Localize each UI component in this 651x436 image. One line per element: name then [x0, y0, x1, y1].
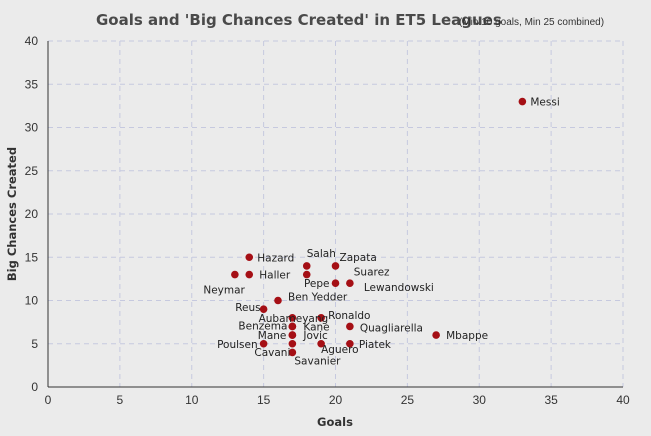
point-label: Reus	[235, 302, 260, 314]
x-tick-label: 40	[616, 393, 630, 407]
chart-title: Goals and 'Big Chances Created' in ET5 L…	[96, 11, 502, 29]
y-axis-label: Big Chances Created	[5, 147, 19, 281]
point-label: Mbappe	[446, 330, 488, 342]
y-tick-label: 10	[25, 294, 39, 308]
data-point	[245, 270, 254, 279]
data-point	[288, 331, 297, 339]
y-tick-label: 30	[25, 121, 39, 135]
x-tick-label: 25	[401, 393, 415, 407]
data-point	[288, 322, 297, 331]
point-label: Pepe	[304, 278, 330, 290]
point-label: Quagliarella	[360, 322, 423, 334]
data-point	[317, 314, 325, 322]
data-point	[302, 262, 311, 270]
data-point	[259, 305, 268, 313]
point-label: Mane	[258, 330, 287, 342]
data-point	[259, 339, 268, 348]
point-label: Hazard	[257, 252, 294, 264]
point-label: Aguero	[321, 344, 358, 356]
y-tick-label: 20	[25, 207, 39, 221]
y-tick-label: 40	[25, 34, 39, 48]
data-point	[288, 314, 297, 322]
point-label: Jovic	[302, 330, 328, 342]
x-tick-label: 30	[473, 393, 487, 407]
x-tick-label: 10	[185, 393, 199, 407]
axes: 0 5 10 15 20 25 30 35 40 0 5 10 15 20 25 30 35 40	[25, 34, 630, 407]
point-label: Salah	[307, 248, 336, 260]
data-point	[432, 331, 440, 339]
x-tick-label: 15	[257, 393, 271, 407]
chart-subtitle: (Min 10 goals, Min 25 combined)	[459, 17, 604, 28]
data-points	[231, 97, 527, 357]
y-tick-label: 35	[25, 77, 39, 91]
data-point	[346, 322, 354, 331]
data-point	[274, 296, 282, 305]
y-tick-label: 0	[31, 380, 38, 394]
x-tick-label: 5	[117, 393, 124, 407]
x-axis-label: Goals	[317, 415, 353, 429]
point-label: Benzema	[238, 320, 287, 332]
x-tick-label: 35	[544, 393, 558, 407]
point-label: Savanier	[294, 355, 341, 367]
data-point	[346, 279, 354, 288]
point-label: Messi	[530, 97, 559, 109]
point-label: Ben Yedder	[288, 292, 348, 304]
point-label: Piatek	[359, 339, 392, 351]
y-tick-label: 25	[25, 164, 39, 178]
point-label: Ronaldo	[328, 310, 370, 322]
point-label: Poulsen	[217, 339, 258, 351]
point-labels: Messi Hazard Salah Zapata Haller Neymar Pepe Su…	[203, 97, 559, 368]
point-label: Zapata	[340, 252, 377, 264]
point-label: Lewandowski	[364, 282, 434, 294]
point-label: Haller	[259, 270, 291, 282]
point-label: Suarez	[354, 267, 390, 279]
data-point	[346, 339, 354, 348]
x-tick-label: 20	[329, 393, 343, 407]
data-point	[317, 339, 325, 348]
data-point	[288, 348, 297, 357]
gridlines	[48, 40, 624, 387]
data-point	[518, 97, 527, 106]
x-tick-label: 0	[45, 393, 52, 407]
point-label: Kane	[303, 321, 329, 333]
data-point	[288, 339, 297, 348]
data-point	[245, 253, 254, 262]
data-point	[331, 279, 340, 288]
point-label: Aubameyang	[259, 313, 329, 325]
y-tick-label: 15	[25, 250, 39, 264]
point-label: Cavani	[254, 347, 290, 359]
data-point	[302, 270, 311, 279]
point-label: Neymar	[203, 285, 245, 297]
data-point	[331, 262, 340, 270]
y-tick-label: 5	[31, 337, 38, 351]
data-point	[231, 270, 239, 279]
